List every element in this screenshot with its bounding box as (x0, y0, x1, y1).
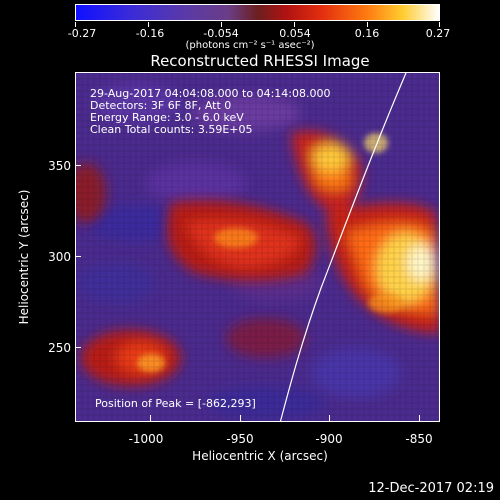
colorbar-tick (148, 22, 149, 27)
x-tick-label: -850 (405, 432, 433, 446)
x-tick-label: -1000 (128, 432, 164, 446)
y-tick-mark (75, 256, 81, 257)
colorbar-tick (367, 22, 368, 27)
y-tick-mark (75, 347, 81, 348)
colorbar-tick (294, 22, 295, 27)
colorbar-tick (221, 22, 222, 27)
image-raster (76, 73, 439, 421)
colorbar-label: 0.27 (425, 27, 451, 40)
y-tick-label: 350 (48, 159, 71, 173)
colorbar-label: -0.16 (135, 27, 165, 40)
x-tick-label: -950 (226, 432, 254, 446)
annotation-clean-counts: Clean Total counts: 3.59E+05 (90, 123, 253, 136)
x-tick-mark (240, 415, 241, 422)
y-axis-label: Heliocentric Y (arcsec) (17, 189, 31, 325)
colorbar-label: 0.16 (354, 27, 380, 40)
colorbar-tick (439, 22, 440, 27)
y-tick-label: 250 (48, 341, 71, 355)
solar-limb-curve (279, 73, 407, 421)
image-title: Reconstructed RHESSI Image (150, 52, 370, 70)
x-tick-mark (419, 415, 420, 422)
x-tick-mark (329, 415, 330, 422)
colorbar-label: 0.054 (279, 27, 311, 40)
colorbar-label: -0.27 (67, 27, 97, 40)
colorbar-units: (photons cm⁻² s⁻¹ asec⁻²) (185, 40, 315, 51)
annotation-detectors: Detectors: 3F 6F 8F, Att 0 (90, 99, 232, 112)
generation-timestamp: 12-Dec-2017 02:19 (368, 481, 494, 496)
x-tick-mark (150, 415, 151, 422)
x-axis-label: Heliocentric X (arcsec) (192, 449, 328, 463)
rhessi-image: 29-Aug-2017 04:04:08.000 to 04:14:08.000… (75, 72, 440, 422)
annotation-peak-position: Position of Peak = [-862,293] (95, 397, 256, 410)
y-tick-label: 300 (48, 250, 71, 264)
colorbar-tick (75, 22, 76, 27)
colorbar-label: -0.054 (203, 27, 239, 40)
x-tick-label: -900 (315, 432, 343, 446)
colorbar (75, 4, 440, 21)
annotation-time-range: 29-Aug-2017 04:04:08.000 to 04:14:08.000 (90, 87, 331, 100)
annotation-energy-range: Energy Range: 3.0 - 6.0 keV (90, 111, 244, 124)
y-tick-mark (75, 165, 81, 166)
